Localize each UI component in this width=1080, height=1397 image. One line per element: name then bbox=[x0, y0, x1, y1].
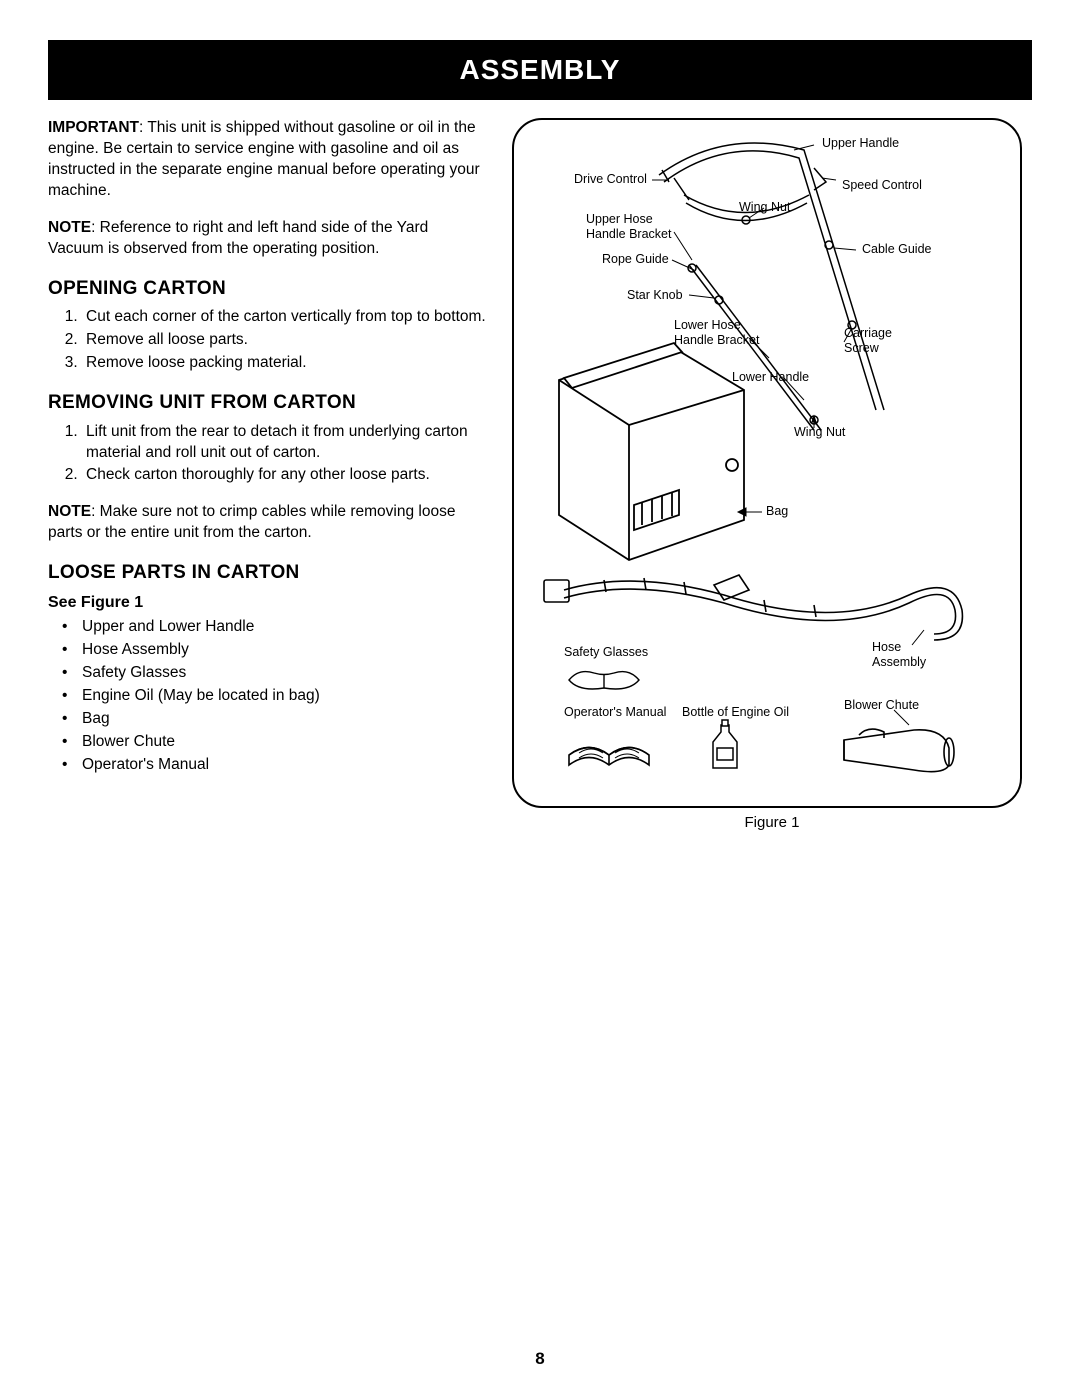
removing-unit-heading: REMOVING UNIT FROM CARTON bbox=[48, 390, 488, 416]
left-column: IMPORTANT: This unit is shipped without … bbox=[48, 118, 488, 831]
right-column: Upper Handle Drive Control Speed Control… bbox=[512, 118, 1032, 831]
note2-label: NOTE bbox=[48, 503, 91, 520]
label-drive-control: Drive Control bbox=[574, 172, 647, 187]
label-bag: Bag bbox=[766, 504, 788, 519]
loose-parts-heading: LOOSE PARTS IN CARTON bbox=[48, 560, 488, 586]
label-star-knob: Star Knob bbox=[627, 288, 683, 303]
list-item: Engine Oil (May be located in bag) bbox=[82, 686, 488, 707]
list-item: Hose Assembly bbox=[82, 640, 488, 661]
important-paragraph: IMPORTANT: This unit is shipped without … bbox=[48, 118, 488, 202]
figure-caption: Figure 1 bbox=[512, 814, 1032, 831]
label-blower-chute: Blower Chute bbox=[844, 698, 919, 713]
opening-carton-heading: OPENING CARTON bbox=[48, 276, 488, 302]
label-upper-hose-bracket: Upper Hose Handle Bracket bbox=[586, 212, 671, 242]
label-safety-glasses: Safety Glasses bbox=[564, 645, 648, 660]
label-upper-handle: Upper Handle bbox=[822, 136, 899, 151]
note1-label: NOTE bbox=[48, 219, 91, 236]
label-wing-nut-bottom: Wing Nut bbox=[794, 425, 845, 440]
list-item: Cut each corner of the carton vertically… bbox=[82, 307, 488, 328]
note2-text: : Make sure not to crimp cables while re… bbox=[48, 503, 455, 541]
note1-text: : Reference to right and left hand side … bbox=[48, 219, 428, 257]
list-item: Upper and Lower Handle bbox=[82, 617, 488, 638]
list-item: Remove all loose parts. bbox=[82, 330, 488, 351]
label-hose-assembly: Hose Assembly bbox=[872, 640, 926, 670]
label-lower-hose-bracket: Lower Hose Handle Bracket bbox=[674, 318, 759, 348]
removing-unit-list: Lift unit from the rear to detach it fro… bbox=[48, 422, 488, 487]
list-item: Remove loose packing material. bbox=[82, 353, 488, 374]
list-item: Safety Glasses bbox=[82, 663, 488, 684]
label-carriage-screw: Carriage Screw bbox=[844, 326, 892, 356]
label-lower-handle: Lower Handle bbox=[732, 370, 809, 385]
section-header: ASSEMBLY bbox=[48, 40, 1032, 100]
list-item: Blower Chute bbox=[82, 732, 488, 753]
list-item: Check carton thoroughly for any other lo… bbox=[82, 465, 488, 486]
note-paragraph-2: NOTE: Make sure not to crimp cables whil… bbox=[48, 502, 488, 544]
list-item: Operator's Manual bbox=[82, 755, 488, 776]
figure-1-box: Upper Handle Drive Control Speed Control… bbox=[512, 118, 1022, 808]
important-label: IMPORTANT bbox=[48, 119, 139, 136]
loose-parts-list: Upper and Lower Handle Hose Assembly Saf… bbox=[48, 617, 488, 775]
opening-carton-list: Cut each corner of the carton vertically… bbox=[48, 307, 488, 374]
page-number: 8 bbox=[0, 1349, 1080, 1369]
list-item: Lift unit from the rear to detach it fro… bbox=[82, 422, 488, 464]
label-wing-nut-top: Wing Nut bbox=[739, 200, 790, 215]
label-operators-manual: Operator's Manual bbox=[564, 705, 666, 720]
note-paragraph-1: NOTE: Reference to right and left hand s… bbox=[48, 218, 488, 260]
label-speed-control: Speed Control bbox=[842, 178, 922, 193]
label-rope-guide: Rope Guide bbox=[602, 252, 669, 267]
label-cable-guide: Cable Guide bbox=[862, 242, 932, 257]
list-item: Bag bbox=[82, 709, 488, 730]
two-column-layout: IMPORTANT: This unit is shipped without … bbox=[48, 118, 1032, 831]
see-figure-subheading: See Figure 1 bbox=[48, 592, 488, 614]
label-bottle-oil: Bottle of Engine Oil bbox=[682, 705, 789, 720]
